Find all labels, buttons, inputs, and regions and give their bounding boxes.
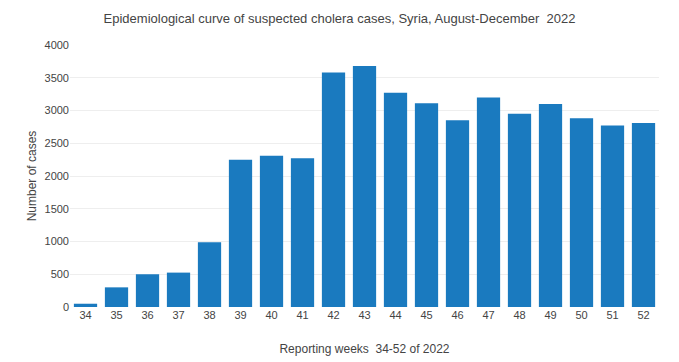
svg-text:45: 45: [420, 309, 432, 321]
svg-text:39: 39: [234, 309, 246, 321]
svg-text:0: 0: [63, 301, 69, 313]
svg-text:38: 38: [203, 309, 215, 321]
svg-text:46: 46: [451, 309, 463, 321]
svg-text:40: 40: [265, 309, 277, 321]
svg-text:43: 43: [358, 309, 370, 321]
svg-text:49: 49: [544, 309, 556, 321]
svg-text:Number of cases: Number of cases: [25, 131, 39, 222]
svg-text:36: 36: [141, 309, 153, 321]
svg-text:Reporting weeks 34-52 of 2022: Reporting weeks 34-52 of 2022: [279, 342, 449, 356]
svg-text:2000: 2000: [45, 170, 69, 182]
svg-text:37: 37: [172, 309, 184, 321]
svg-text:1000: 1000: [45, 235, 69, 247]
svg-text:2500: 2500: [45, 137, 69, 149]
svg-text:42: 42: [327, 309, 339, 321]
svg-text:48: 48: [513, 309, 525, 321]
svg-text:3000: 3000: [45, 104, 69, 116]
svg-text:1500: 1500: [45, 203, 69, 215]
svg-text:3500: 3500: [45, 72, 69, 84]
svg-text:500: 500: [51, 268, 69, 280]
svg-text:41: 41: [296, 309, 308, 321]
svg-text:35: 35: [110, 309, 122, 321]
svg-text:51: 51: [606, 309, 618, 321]
svg-text:4000: 4000: [45, 39, 69, 51]
svg-text:47: 47: [482, 309, 494, 321]
svg-text:34: 34: [79, 309, 91, 321]
svg-text:44: 44: [389, 309, 401, 321]
svg-text:Epidemiological curve of suspe: Epidemiological curve of suspected chole…: [104, 11, 576, 26]
svg-text:52: 52: [637, 309, 649, 321]
svg-text:50: 50: [575, 309, 587, 321]
